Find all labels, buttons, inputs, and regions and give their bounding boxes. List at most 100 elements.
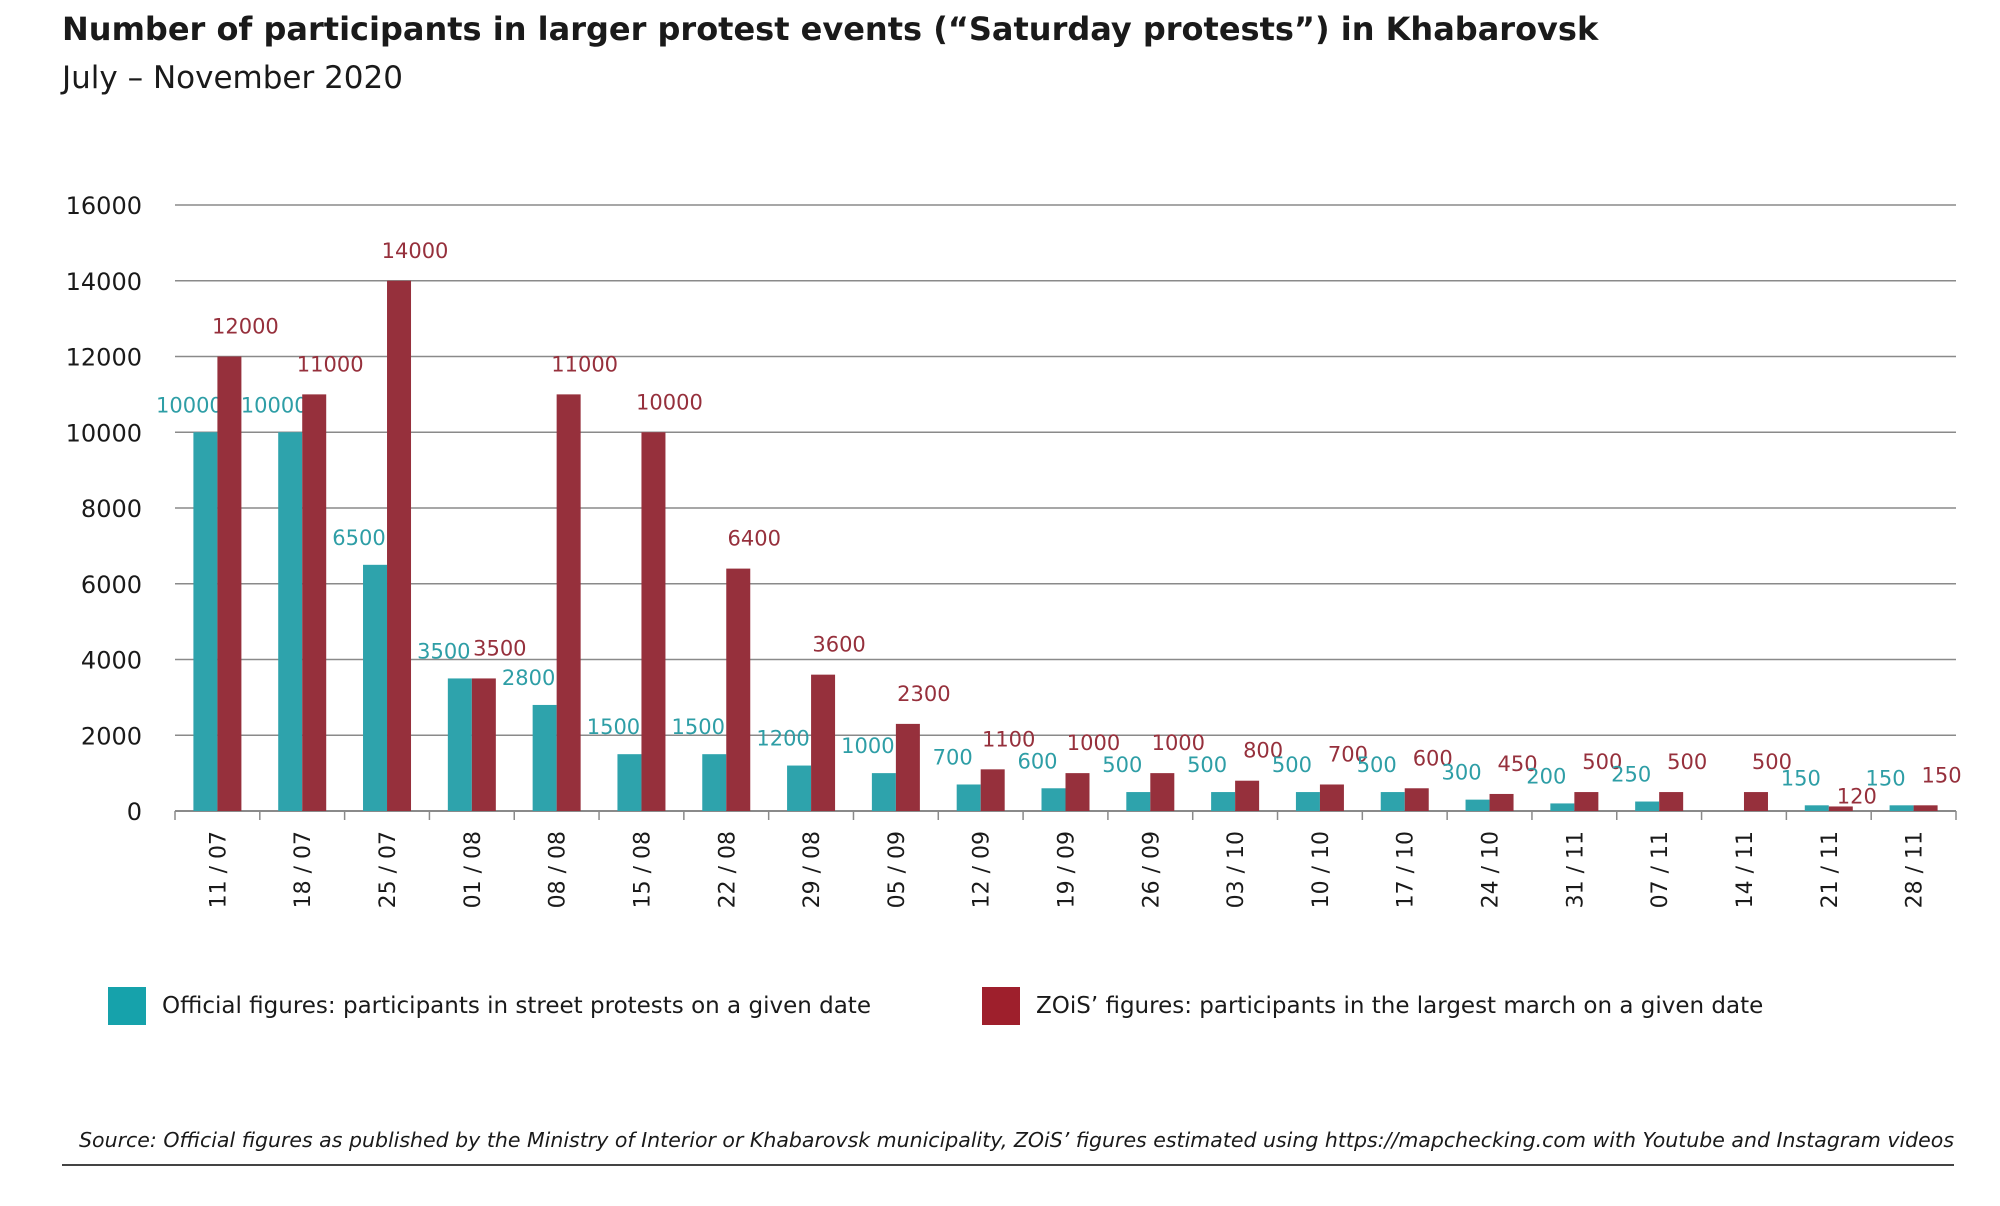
data-label-official: 2800 bbox=[502, 666, 555, 690]
legend-swatch-zois bbox=[982, 987, 1020, 1025]
bar-zois bbox=[811, 674, 836, 811]
x-tick-label: 15 / 08 bbox=[630, 831, 655, 908]
y-tick-label: 6000 bbox=[81, 571, 142, 599]
bar-zois bbox=[895, 723, 920, 811]
data-label-official: 6500 bbox=[332, 526, 385, 550]
data-label-official: 500 bbox=[1272, 753, 1312, 777]
x-tick-label: 07 / 11 bbox=[1648, 831, 1673, 908]
data-label-zois: 10000 bbox=[636, 390, 703, 414]
x-tick-label: 10 / 10 bbox=[1309, 831, 1334, 908]
data-label-zois: 11000 bbox=[297, 352, 364, 376]
data-label-zois: 2300 bbox=[897, 682, 950, 706]
bar-official bbox=[193, 432, 218, 811]
data-label-official: 3500 bbox=[417, 639, 470, 663]
bottom-divider bbox=[62, 1164, 1954, 1166]
y-tick-label: 10000 bbox=[66, 419, 142, 447]
bar-zois bbox=[980, 769, 1005, 811]
data-label-zois: 150 bbox=[1922, 763, 1962, 787]
data-label-zois: 1000 bbox=[1152, 731, 1205, 755]
bar-zois bbox=[1574, 792, 1599, 811]
data-label-official: 10000 bbox=[156, 393, 223, 417]
bar-zois bbox=[1150, 773, 1175, 811]
x-tick-label: 05 / 09 bbox=[885, 831, 910, 908]
bar-official bbox=[447, 678, 472, 811]
x-tick-label: 24 / 10 bbox=[1479, 831, 1504, 908]
bar-official bbox=[871, 773, 896, 811]
data-label-zois: 11000 bbox=[551, 352, 618, 376]
data-label-zois: 800 bbox=[1243, 739, 1283, 763]
chart-subtitle: July – November 2020 bbox=[62, 60, 403, 96]
data-label-official: 200 bbox=[1526, 764, 1566, 788]
legend-item-official: Official figures: participants in street… bbox=[108, 987, 871, 1025]
data-label-zois: 12000 bbox=[212, 315, 279, 339]
x-tick-label: 12 / 09 bbox=[970, 831, 995, 908]
data-label-official: 500 bbox=[1102, 753, 1142, 777]
data-label-official: 10000 bbox=[241, 393, 308, 417]
bar-zois bbox=[1235, 780, 1260, 811]
data-label-zois: 450 bbox=[1498, 752, 1538, 776]
x-tick-label: 22 / 08 bbox=[715, 831, 740, 908]
data-label-official: 150 bbox=[1781, 766, 1821, 790]
data-label-zois: 1100 bbox=[982, 727, 1035, 751]
data-label-official: 1500 bbox=[672, 715, 725, 739]
data-label-official: 150 bbox=[1866, 766, 1906, 790]
bar-zois bbox=[1659, 792, 1684, 811]
legend-label-zois: ZOiS’ figures: participants in the large… bbox=[1036, 993, 1764, 1019]
y-tick-label: 2000 bbox=[81, 722, 142, 750]
x-tick-label: 29 / 08 bbox=[800, 831, 825, 908]
bar-official bbox=[532, 704, 557, 811]
bar-zois bbox=[1489, 793, 1514, 811]
bar-official bbox=[1550, 803, 1575, 811]
data-label-zois: 14000 bbox=[382, 239, 449, 263]
data-label-zois: 700 bbox=[1328, 742, 1368, 766]
y-tick-label: 12000 bbox=[66, 344, 142, 372]
x-tick-label: 01 / 08 bbox=[461, 831, 486, 908]
data-label-official: 500 bbox=[1357, 753, 1397, 777]
bar-zois bbox=[1065, 773, 1090, 811]
x-tick-label: 25 / 07 bbox=[376, 831, 401, 908]
bar-zois bbox=[1319, 784, 1344, 811]
data-label-official: 250 bbox=[1611, 763, 1651, 787]
data-label-official: 1200 bbox=[756, 727, 809, 751]
x-tick-label: 21 / 11 bbox=[1818, 831, 1843, 908]
x-tick-label: 18 / 07 bbox=[291, 831, 316, 908]
y-tick-label: 16000 bbox=[66, 192, 142, 220]
bar-official bbox=[617, 754, 642, 811]
data-label-official: 600 bbox=[1017, 749, 1057, 773]
bar-official bbox=[1804, 805, 1829, 811]
legend-label-official: Official figures: participants in street… bbox=[162, 993, 871, 1019]
bar-zois bbox=[1828, 806, 1853, 811]
bar-zois bbox=[641, 432, 666, 811]
data-label-zois: 120 bbox=[1837, 784, 1877, 808]
bar-official bbox=[363, 564, 388, 811]
x-tick-label: 17 / 10 bbox=[1394, 831, 1419, 908]
legend-item-zois: ZOiS’ figures: participants in the large… bbox=[982, 987, 1763, 1025]
chart-title: Number of participants in larger protest… bbox=[62, 10, 1599, 48]
bar-zois bbox=[302, 394, 327, 811]
x-tick-label: 03 / 10 bbox=[1224, 831, 1249, 908]
bar-zois bbox=[1404, 788, 1429, 811]
x-tick-label: 28 / 11 bbox=[1903, 831, 1928, 908]
bar-official bbox=[1126, 792, 1151, 811]
bar-official bbox=[956, 784, 981, 811]
data-label-zois: 500 bbox=[1752, 750, 1792, 774]
data-label-zois: 3500 bbox=[473, 636, 526, 660]
bar-zois bbox=[471, 678, 496, 811]
x-tick-label: 31 / 11 bbox=[1563, 831, 1588, 908]
data-label-zois: 600 bbox=[1413, 746, 1453, 770]
data-label-zois: 500 bbox=[1667, 750, 1707, 774]
data-label-official: 300 bbox=[1442, 761, 1482, 785]
x-tick-label: 26 / 09 bbox=[1139, 831, 1164, 908]
data-label-zois: 1000 bbox=[1067, 731, 1120, 755]
bar-official bbox=[1465, 799, 1490, 811]
bar-official bbox=[1889, 805, 1914, 811]
x-tick-label: 14 / 11 bbox=[1733, 831, 1758, 908]
bar-zois bbox=[1743, 792, 1768, 811]
x-tick-label: 08 / 08 bbox=[546, 831, 571, 908]
y-tick-label: 4000 bbox=[81, 647, 142, 675]
bar-official bbox=[1295, 792, 1320, 811]
bar-zois bbox=[556, 394, 581, 811]
data-label-zois: 500 bbox=[1582, 750, 1622, 774]
bar-official bbox=[1380, 792, 1405, 811]
